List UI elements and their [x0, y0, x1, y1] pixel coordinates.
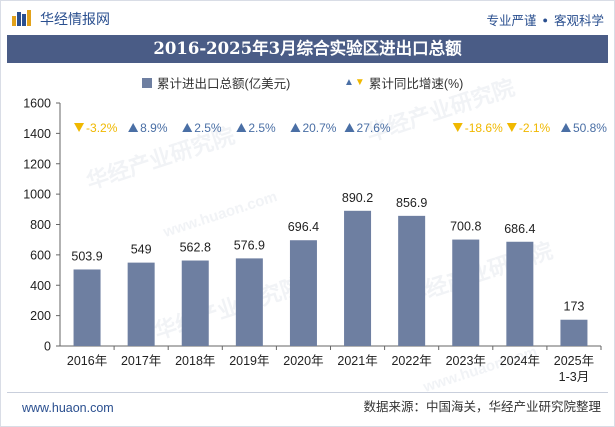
x-tick-label: 2018年: [175, 354, 215, 368]
growth-up-marker: [128, 123, 139, 132]
bar: [506, 241, 534, 346]
growth-value-label: -18.6%: [465, 121, 503, 135]
growth-value-label: 27.6%: [357, 121, 391, 135]
y-tick-label: 800: [30, 218, 51, 232]
bar: [398, 215, 426, 346]
growth-up-marker: [236, 123, 247, 132]
x-tick-label: 2022年: [391, 354, 431, 368]
bar: [73, 269, 101, 346]
growth-value-label: 8.9%: [140, 121, 168, 135]
growth-up-marker: [560, 123, 571, 132]
footer-divider: [7, 392, 608, 393]
bar: [235, 258, 263, 346]
legend-label-total: 累计进出口总额(亿美元): [157, 77, 291, 91]
x-tick-label: 2020年: [283, 354, 323, 368]
bar: [289, 240, 317, 346]
x-tick-label: 2024年: [500, 354, 540, 368]
growth-down-marker: [74, 123, 85, 132]
header-tags: 专业严谨 ● 客观科学: [487, 10, 604, 29]
bar-value-label: 173: [564, 300, 585, 314]
x-tick-label: 2021年: [337, 354, 377, 368]
tag-objective: 客观科学: [553, 14, 604, 28]
bar-value-label: 856.9: [396, 196, 427, 210]
legend-down-triangle-icon: ▼: [354, 77, 365, 88]
brand-name: 华经情报网: [40, 11, 110, 27]
bar-value-label: 696.4: [288, 220, 319, 234]
growth-down-marker: [506, 123, 517, 132]
x-tick-label: 2025年: [554, 354, 594, 368]
bar-value-label: 686.4: [504, 222, 535, 236]
y-tick-label: 400: [30, 279, 51, 293]
bar-value-label: 503.9: [71, 249, 102, 263]
bar: [452, 239, 480, 346]
bar-value-label: 890.2: [342, 191, 373, 205]
tag-separator: ●: [542, 14, 548, 25]
bar-chart: 0 200 400 600 800 1000 1200 1400 1600 503.9 2016年 -…: [23, 97, 607, 385]
bar-value-label: 549: [131, 243, 152, 257]
y-tick-label: 1000: [23, 188, 51, 202]
x-tick-label: 2016年: [67, 354, 107, 368]
y-tick-label: 1600: [23, 97, 51, 111]
y-tick-label: 0: [44, 340, 51, 354]
logo-icon: [12, 10, 31, 26]
y-tick-label: 600: [30, 248, 51, 262]
tag-professional: 专业严谨: [486, 14, 537, 28]
bar: [127, 262, 155, 346]
legend-up-triangle-icon: ▲: [344, 77, 354, 88]
bar-value-label: 700.8: [450, 220, 481, 234]
bar-value-label: 562.8: [180, 241, 211, 255]
chart-title: 2016-2025年3月综合实验区进出口总额: [7, 35, 608, 63]
legend-swatch-bar: [142, 77, 152, 88]
growth-value-label: 20.7%: [302, 121, 336, 135]
y-tick-label: 1400: [23, 127, 51, 141]
bar: [344, 210, 372, 346]
y-tick-label: 200: [30, 309, 51, 323]
growth-value-label: 50.8%: [573, 121, 607, 135]
growth-value-label: -2.1%: [519, 121, 551, 135]
bar: [560, 319, 588, 346]
x-tick-label: 2019年: [229, 354, 269, 368]
y-tick-label: 1200: [23, 157, 51, 171]
legend-item-growth: ▲ ▼ 累计同比增速(%): [344, 73, 463, 92]
x-tick-label: 2023年: [446, 354, 486, 368]
bar: [181, 260, 209, 346]
legend-label-growth: 累计同比增速(%): [368, 77, 464, 91]
bar-value-label: 576.9: [234, 238, 265, 252]
growth-up-marker: [182, 123, 193, 132]
footer-website: www.huaon.com: [22, 401, 114, 415]
growth-value-label: 2.5%: [194, 121, 222, 135]
x-tick-label: 2017年: [121, 354, 161, 368]
top-bar: 华经情报网 专业严谨 ● 客观科学: [1, 1, 614, 35]
footer-source: 数据来源：中国海关，华经产业研究院整理: [363, 400, 601, 414]
x-tick-label: 1-3月: [559, 370, 590, 384]
growth-value-label: 2.5%: [248, 121, 276, 135]
growth-value-label: -3.2%: [86, 121, 118, 135]
growth-up-marker: [290, 123, 301, 132]
growth-down-marker: [452, 123, 463, 132]
legend-item-total: 累计进出口总额(亿美元): [142, 73, 290, 92]
legend: 累计进出口总额(亿美元) ▲ ▼ 累计同比增速(%): [1, 71, 614, 91]
growth-up-marker: [344, 123, 355, 132]
